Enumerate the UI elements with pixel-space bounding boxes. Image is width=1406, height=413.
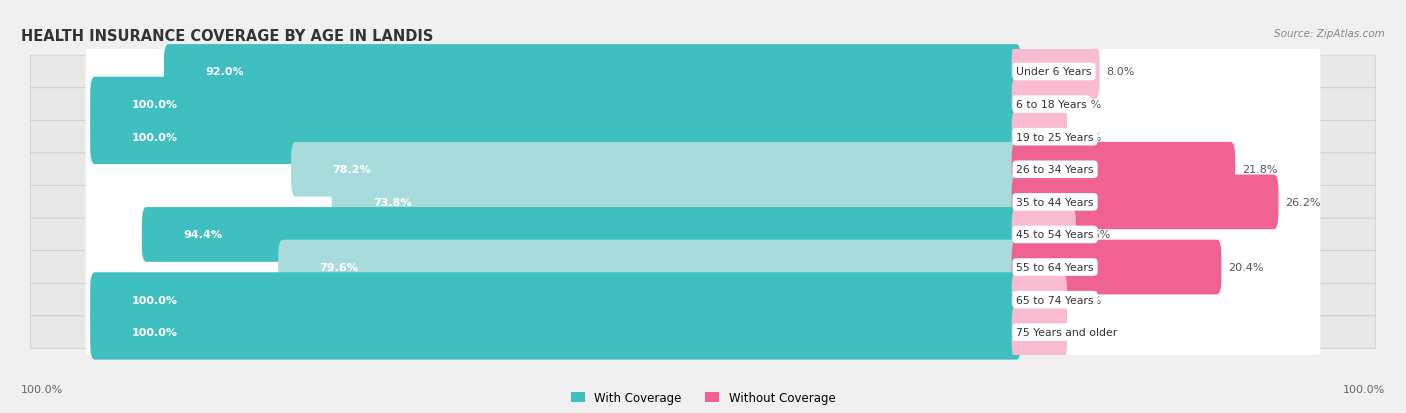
Text: Source: ZipAtlas.com: Source: ZipAtlas.com	[1274, 29, 1385, 39]
Text: 73.8%: 73.8%	[373, 197, 412, 207]
FancyBboxPatch shape	[86, 142, 1021, 197]
Text: 6 to 18 Years: 6 to 18 Years	[1017, 100, 1087, 110]
FancyBboxPatch shape	[90, 78, 1021, 132]
FancyBboxPatch shape	[1012, 208, 1320, 262]
FancyBboxPatch shape	[86, 208, 1021, 262]
FancyBboxPatch shape	[86, 45, 1021, 100]
FancyBboxPatch shape	[31, 284, 1375, 316]
Text: 26.2%: 26.2%	[1285, 197, 1320, 207]
Text: 21.8%: 21.8%	[1241, 165, 1277, 175]
Text: 65 to 74 Years: 65 to 74 Years	[1017, 295, 1094, 305]
Text: 78.2%: 78.2%	[333, 165, 371, 175]
FancyBboxPatch shape	[31, 251, 1375, 284]
Text: 26 to 34 Years: 26 to 34 Years	[1017, 165, 1094, 175]
Text: 19 to 25 Years: 19 to 25 Years	[1017, 132, 1094, 142]
Text: 0.0%: 0.0%	[1073, 100, 1102, 110]
FancyBboxPatch shape	[90, 273, 1021, 327]
FancyBboxPatch shape	[1012, 45, 1099, 100]
FancyBboxPatch shape	[31, 56, 1375, 88]
Text: 8.0%: 8.0%	[1107, 67, 1135, 77]
FancyBboxPatch shape	[86, 78, 1021, 132]
Text: 45 to 54 Years: 45 to 54 Years	[1017, 230, 1094, 240]
FancyBboxPatch shape	[1012, 273, 1320, 327]
FancyBboxPatch shape	[86, 273, 1021, 327]
FancyBboxPatch shape	[86, 240, 1021, 295]
FancyBboxPatch shape	[1012, 110, 1320, 165]
FancyBboxPatch shape	[332, 175, 1021, 230]
FancyBboxPatch shape	[1012, 240, 1320, 295]
Text: 100.0%: 100.0%	[132, 295, 177, 305]
Text: 20.4%: 20.4%	[1227, 262, 1264, 273]
FancyBboxPatch shape	[31, 88, 1375, 121]
FancyBboxPatch shape	[31, 316, 1375, 349]
Text: 94.4%: 94.4%	[183, 230, 222, 240]
FancyBboxPatch shape	[291, 142, 1021, 197]
FancyBboxPatch shape	[1012, 142, 1320, 197]
Text: Under 6 Years: Under 6 Years	[1017, 67, 1092, 77]
Text: 35 to 44 Years: 35 to 44 Years	[1017, 197, 1094, 207]
FancyBboxPatch shape	[1012, 273, 1067, 327]
FancyBboxPatch shape	[1012, 142, 1236, 197]
FancyBboxPatch shape	[90, 110, 1021, 165]
FancyBboxPatch shape	[1012, 175, 1320, 230]
FancyBboxPatch shape	[278, 240, 1021, 295]
FancyBboxPatch shape	[86, 110, 1021, 165]
Text: HEALTH INSURANCE COVERAGE BY AGE IN LANDIS: HEALTH INSURANCE COVERAGE BY AGE IN LAND…	[21, 29, 433, 44]
FancyBboxPatch shape	[1012, 305, 1320, 360]
FancyBboxPatch shape	[142, 208, 1021, 262]
Text: 100.0%: 100.0%	[1343, 384, 1385, 394]
FancyBboxPatch shape	[1012, 240, 1222, 295]
FancyBboxPatch shape	[86, 305, 1021, 360]
FancyBboxPatch shape	[165, 45, 1021, 100]
Text: 0.0%: 0.0%	[1073, 295, 1102, 305]
FancyBboxPatch shape	[86, 175, 1021, 230]
Text: 79.6%: 79.6%	[319, 262, 359, 273]
FancyBboxPatch shape	[1012, 45, 1320, 100]
FancyBboxPatch shape	[1012, 208, 1076, 262]
Text: 100.0%: 100.0%	[132, 328, 177, 337]
Text: 0.0%: 0.0%	[1073, 132, 1102, 142]
FancyBboxPatch shape	[1012, 110, 1067, 165]
FancyBboxPatch shape	[1012, 175, 1278, 230]
Legend: With Coverage, Without Coverage: With Coverage, Without Coverage	[571, 392, 835, 404]
Text: 100.0%: 100.0%	[132, 100, 177, 110]
Text: 75 Years and older: 75 Years and older	[1017, 328, 1118, 337]
Text: 5.6%: 5.6%	[1083, 230, 1111, 240]
FancyBboxPatch shape	[31, 121, 1375, 154]
FancyBboxPatch shape	[90, 305, 1021, 360]
Text: 100.0%: 100.0%	[132, 132, 177, 142]
Text: 100.0%: 100.0%	[21, 384, 63, 394]
FancyBboxPatch shape	[1012, 78, 1320, 132]
Text: 55 to 64 Years: 55 to 64 Years	[1017, 262, 1094, 273]
FancyBboxPatch shape	[31, 218, 1375, 251]
FancyBboxPatch shape	[31, 154, 1375, 186]
FancyBboxPatch shape	[1012, 78, 1067, 132]
Text: 0.0%: 0.0%	[1073, 328, 1102, 337]
FancyBboxPatch shape	[31, 186, 1375, 218]
Text: 92.0%: 92.0%	[205, 67, 245, 77]
FancyBboxPatch shape	[1012, 305, 1067, 360]
